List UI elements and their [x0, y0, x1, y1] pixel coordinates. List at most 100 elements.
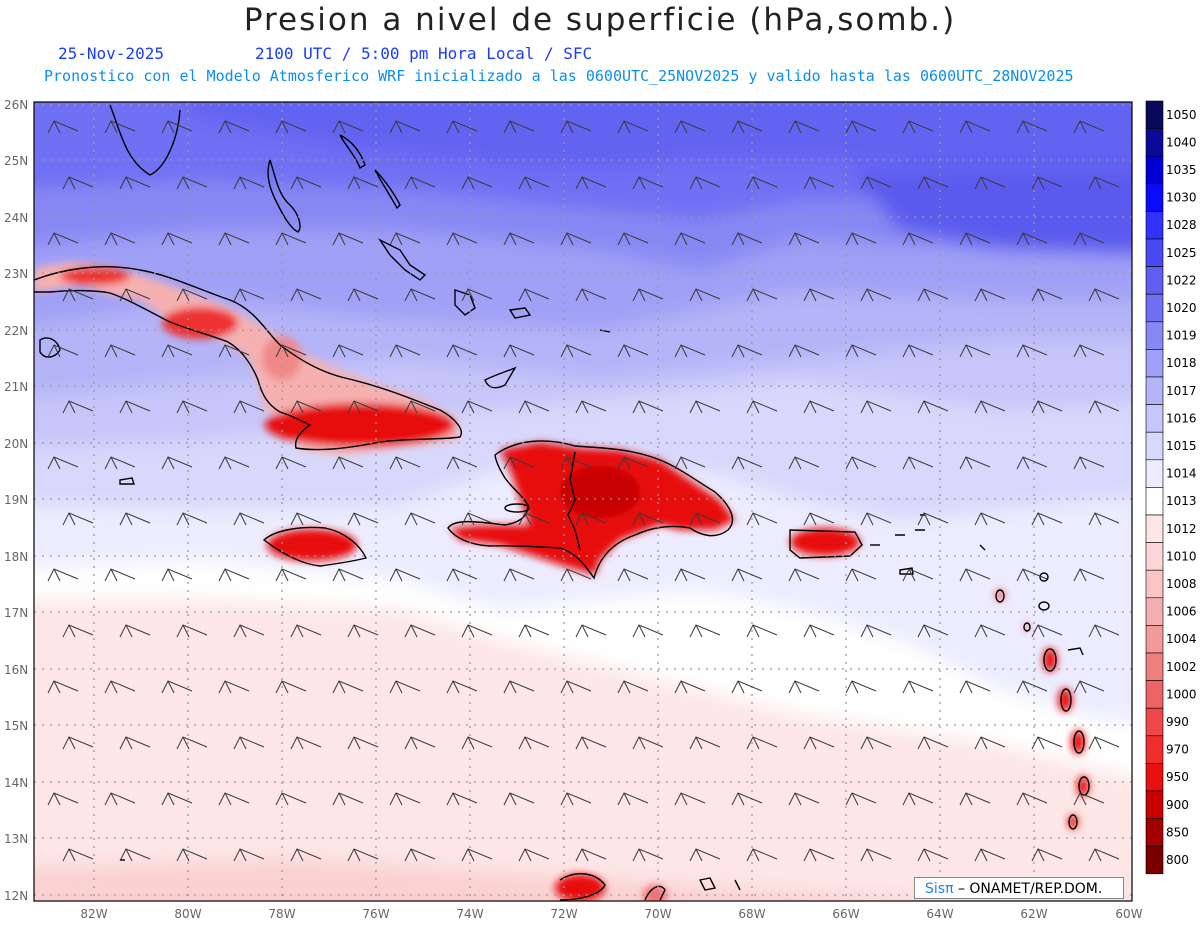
- wind-barb: [518, 848, 550, 862]
- wind-barb: [1016, 792, 1048, 806]
- wind-barb: [389, 568, 421, 582]
- lon-label: 60W: [1115, 907, 1142, 921]
- lon-label: 66W: [832, 907, 859, 921]
- wind-barb: [917, 288, 949, 302]
- wind-barb: [632, 848, 664, 862]
- wind-barb: [332, 456, 364, 470]
- wind-barb: [290, 624, 322, 638]
- wind-barb: [617, 792, 649, 806]
- wind-barb: [347, 848, 379, 862]
- wind-barb: [275, 792, 307, 806]
- wind-barb: [959, 232, 991, 246]
- haiti-dr-border: [567, 451, 581, 551]
- wind-barb: [617, 568, 649, 582]
- credit-box: Sisπ – ONAMET/REP.DOM.: [914, 877, 1124, 899]
- wind-barb: [332, 680, 364, 694]
- wind-barb: [518, 288, 550, 302]
- wind-barb: [1088, 400, 1120, 414]
- graticule: [34, 102, 1132, 901]
- colorbar-swatch: [1145, 431, 1164, 461]
- wind-barb: [689, 176, 721, 190]
- colorbar-swatch: [1145, 707, 1164, 737]
- wind-barb: [1073, 120, 1105, 134]
- lon-label: 70W: [644, 907, 671, 921]
- wind-barb: [389, 792, 421, 806]
- wind-barb: [788, 568, 820, 582]
- colorbar-swatch: [1145, 266, 1164, 295]
- wind-barb: [176, 176, 208, 190]
- colorbar-label: 1016: [1166, 411, 1197, 425]
- wind-barb: [674, 344, 706, 358]
- wind-barb: [62, 624, 94, 638]
- south-america-coast: [559, 873, 606, 901]
- wind-barb: [689, 400, 721, 414]
- wind-barb: [347, 512, 379, 526]
- wind-barb: [902, 232, 934, 246]
- wind-barb: [731, 568, 763, 582]
- wind-barb: [959, 120, 991, 134]
- colorbar-label: 1035: [1166, 163, 1197, 177]
- wind-barb: [1031, 400, 1063, 414]
- wind-barb: [119, 176, 151, 190]
- wind-barb: [518, 512, 550, 526]
- wind-barb: [788, 792, 820, 806]
- wind-barb: [47, 792, 79, 806]
- florida-coast: [109, 104, 181, 176]
- forecast-validity: Pronostico con el Modelo Atmosferico WRF…: [44, 67, 1074, 85]
- wind-barb: [617, 456, 649, 470]
- wind-barb: [503, 344, 535, 358]
- wind-barb: [788, 120, 820, 134]
- colorbar-swatch: [1145, 487, 1164, 516]
- wind-barb: [218, 568, 250, 582]
- wind-barb: [674, 232, 706, 246]
- wind-barb: [803, 736, 835, 750]
- wind-barb: [290, 736, 322, 750]
- wind-barb: [233, 512, 265, 526]
- wind-barb: [803, 512, 835, 526]
- colorbar-swatch: [1145, 211, 1164, 240]
- wind-barb: [902, 680, 934, 694]
- wind-barb: [461, 400, 493, 414]
- wind-barb: [617, 680, 649, 694]
- wind-barb: [518, 176, 550, 190]
- wind-barb: [632, 400, 664, 414]
- wind-barb: [860, 512, 892, 526]
- wind-barb: [290, 400, 322, 414]
- wind-barb: [446, 568, 478, 582]
- wind-barb: [233, 624, 265, 638]
- wind-barb: [560, 120, 592, 134]
- wind-barb: [47, 232, 79, 246]
- wind-barb: [746, 176, 778, 190]
- lat-label: 22N: [4, 324, 28, 338]
- lat-label: 25N: [4, 154, 28, 168]
- wind-barb: [503, 680, 535, 694]
- wind-barb: [218, 232, 250, 246]
- wind-barb: [1016, 680, 1048, 694]
- wind-barb: [290, 176, 322, 190]
- wind-barb: [104, 792, 136, 806]
- wind-barb: [161, 792, 193, 806]
- wind-barb: [1088, 288, 1120, 302]
- wind-barb: [62, 848, 94, 862]
- wind-barb: [332, 120, 364, 134]
- colorbar-swatch: [1145, 625, 1164, 654]
- wind-barb: [959, 456, 991, 470]
- wind-barb: [575, 624, 607, 638]
- wind-barb: [275, 680, 307, 694]
- wind-barb: [404, 848, 436, 862]
- wind-barb: [503, 568, 535, 582]
- wind-barb: [959, 792, 991, 806]
- wind-barb: [575, 512, 607, 526]
- isla-juventud: [39, 337, 61, 358]
- wind-barb: [404, 512, 436, 526]
- wind-barb: [275, 120, 307, 134]
- guadeloupe: [1043, 648, 1057, 672]
- wind-barb: [347, 176, 379, 190]
- colorbar-label: 1019: [1166, 329, 1197, 343]
- colorbar-label: 1004: [1166, 632, 1197, 646]
- colorbar-swatch: [1145, 569, 1164, 599]
- wind-barb: [1088, 848, 1120, 862]
- eleuthera-island: [339, 134, 366, 170]
- wind-barb: [233, 736, 265, 750]
- wind-barb: [275, 232, 307, 246]
